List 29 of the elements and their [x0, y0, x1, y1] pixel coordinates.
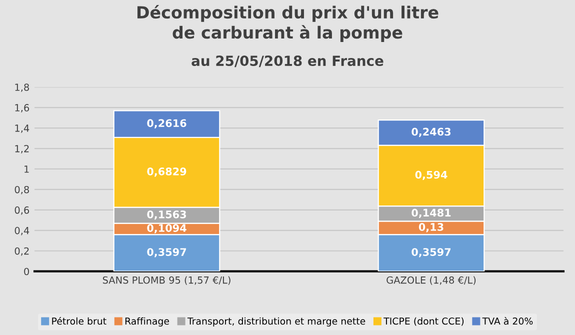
data-label: 0,3597	[412, 248, 451, 258]
chart-title: Décomposition du prix d'un litre de carburant à la pompe	[137, 5, 438, 42]
y-tick-label: 0,6	[14, 206, 30, 215]
y-tick-label: 1,8	[15, 84, 29, 92]
data-label: 0,13	[418, 223, 444, 232]
x-tick-label: SANS PLOMB 95 (1,57 €/L)	[102, 276, 230, 285]
legend-label: TICPE (dont CCE)	[384, 317, 464, 326]
y-tick-label: 0,2	[14, 247, 29, 256]
y-tick-label: 0,8	[14, 186, 29, 194]
y-tick-label: 0,4	[14, 226, 30, 236]
data-label: 0,2616	[147, 119, 186, 128]
data-label: 0,1094	[147, 224, 186, 234]
y-tick-label: 1,6	[15, 104, 30, 112]
y-tick-label: 0	[24, 268, 29, 276]
data-label: 0,3597	[147, 248, 186, 258]
legend-label: TVA à 20%	[482, 316, 533, 325]
data-label: 0,1563	[147, 210, 186, 220]
legend-label: Pétrole brut	[52, 316, 106, 325]
legend-label: Raffinage	[125, 317, 170, 326]
chart-subtitle: au 25/05/2018 en France	[192, 56, 384, 68]
y-tick-label: 1,4	[15, 124, 30, 133]
legend-label: Transport, distribution et marge nette	[187, 317, 366, 326]
data-label: 0,6829	[147, 168, 186, 177]
x-tick-label: GAZOLE (1,48 €/L)	[386, 276, 476, 285]
data-label: 0,594	[415, 170, 448, 180]
y-tick-label: 1	[24, 166, 29, 173]
y-tick-label: 1,2	[15, 144, 29, 154]
data-label: 0,1481	[412, 208, 451, 218]
data-label: 0,2463	[412, 128, 451, 138]
